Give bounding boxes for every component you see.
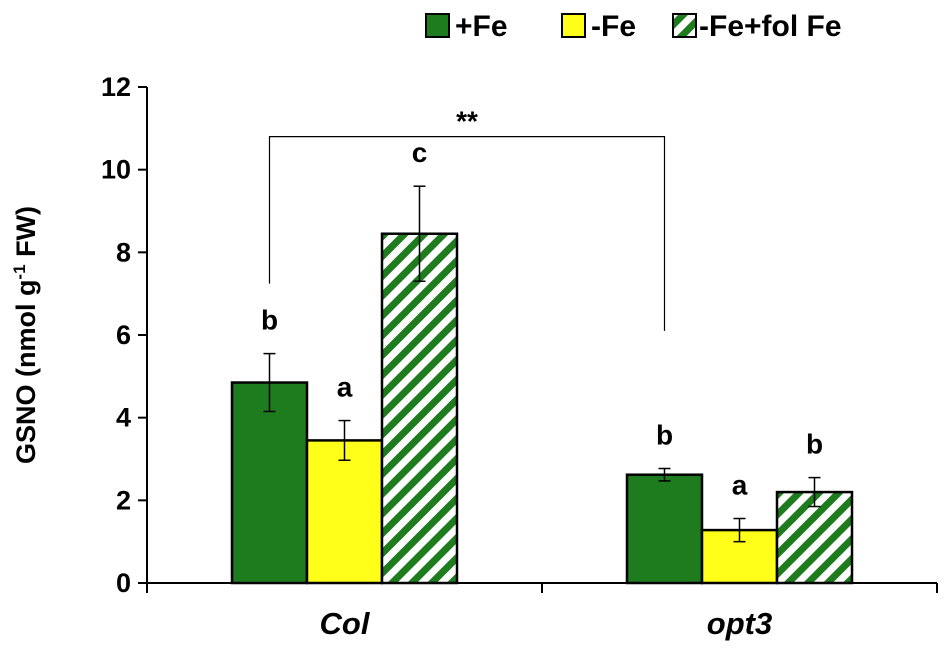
bars: [230, 185, 854, 585]
significance-letter: c: [412, 137, 428, 168]
y-axis-label: GSNO (nmol g-1 FW): [10, 206, 41, 464]
bar-col-0: [230, 381, 309, 585]
legend-swatch-minus-fe: [561, 13, 586, 38]
category-label-col: Col: [320, 606, 371, 641]
significance-letter: b: [261, 305, 278, 336]
legend-swatch-plus-fe: [425, 13, 450, 38]
legend-item-minus-fe: -Fe: [561, 10, 636, 43]
bar-col-1: [305, 439, 384, 585]
bar-col-2: [380, 232, 459, 585]
significance-letter: b: [656, 420, 673, 451]
y-tick-label: 8: [116, 237, 131, 267]
legend-item-fol-fe: -Fe+fol Fe: [672, 10, 842, 43]
significance-letter: b: [806, 429, 823, 460]
legend-label-minus-fe: -Fe: [591, 10, 636, 43]
y-axis-label-superscript: -1: [10, 264, 29, 279]
y-tick-label: 0: [116, 568, 131, 598]
legend-label-fol-fe: -Fe+fol Fe: [699, 10, 842, 43]
legend: +Fe -Fe -Fe+fol Fe: [425, 10, 842, 43]
category-label-opt3: opt3: [707, 606, 772, 641]
y-axis-label-end: FW): [11, 206, 41, 264]
annotations: b a c b a b **: [261, 106, 823, 501]
legend-label-plus-fe: +Fe: [455, 10, 508, 43]
legend-swatch-fol-fe: [672, 13, 697, 38]
y-tick-label: 4: [116, 403, 131, 433]
y-axis-label-main: GSNO (nmol g: [11, 280, 41, 465]
legend-item-plus-fe: +Fe: [425, 10, 508, 43]
y-tick-label: 12: [101, 72, 131, 102]
y-tick-label: 10: [101, 155, 131, 185]
significance-bracket: [268, 136, 666, 331]
y-tick-label: 6: [116, 320, 131, 350]
y-tick-label: 2: [116, 485, 131, 515]
significance-stars: **: [456, 106, 478, 137]
significance-letter: a: [337, 372, 353, 403]
significance-letter: a: [732, 470, 748, 501]
bar-opt3-0: [625, 473, 704, 585]
